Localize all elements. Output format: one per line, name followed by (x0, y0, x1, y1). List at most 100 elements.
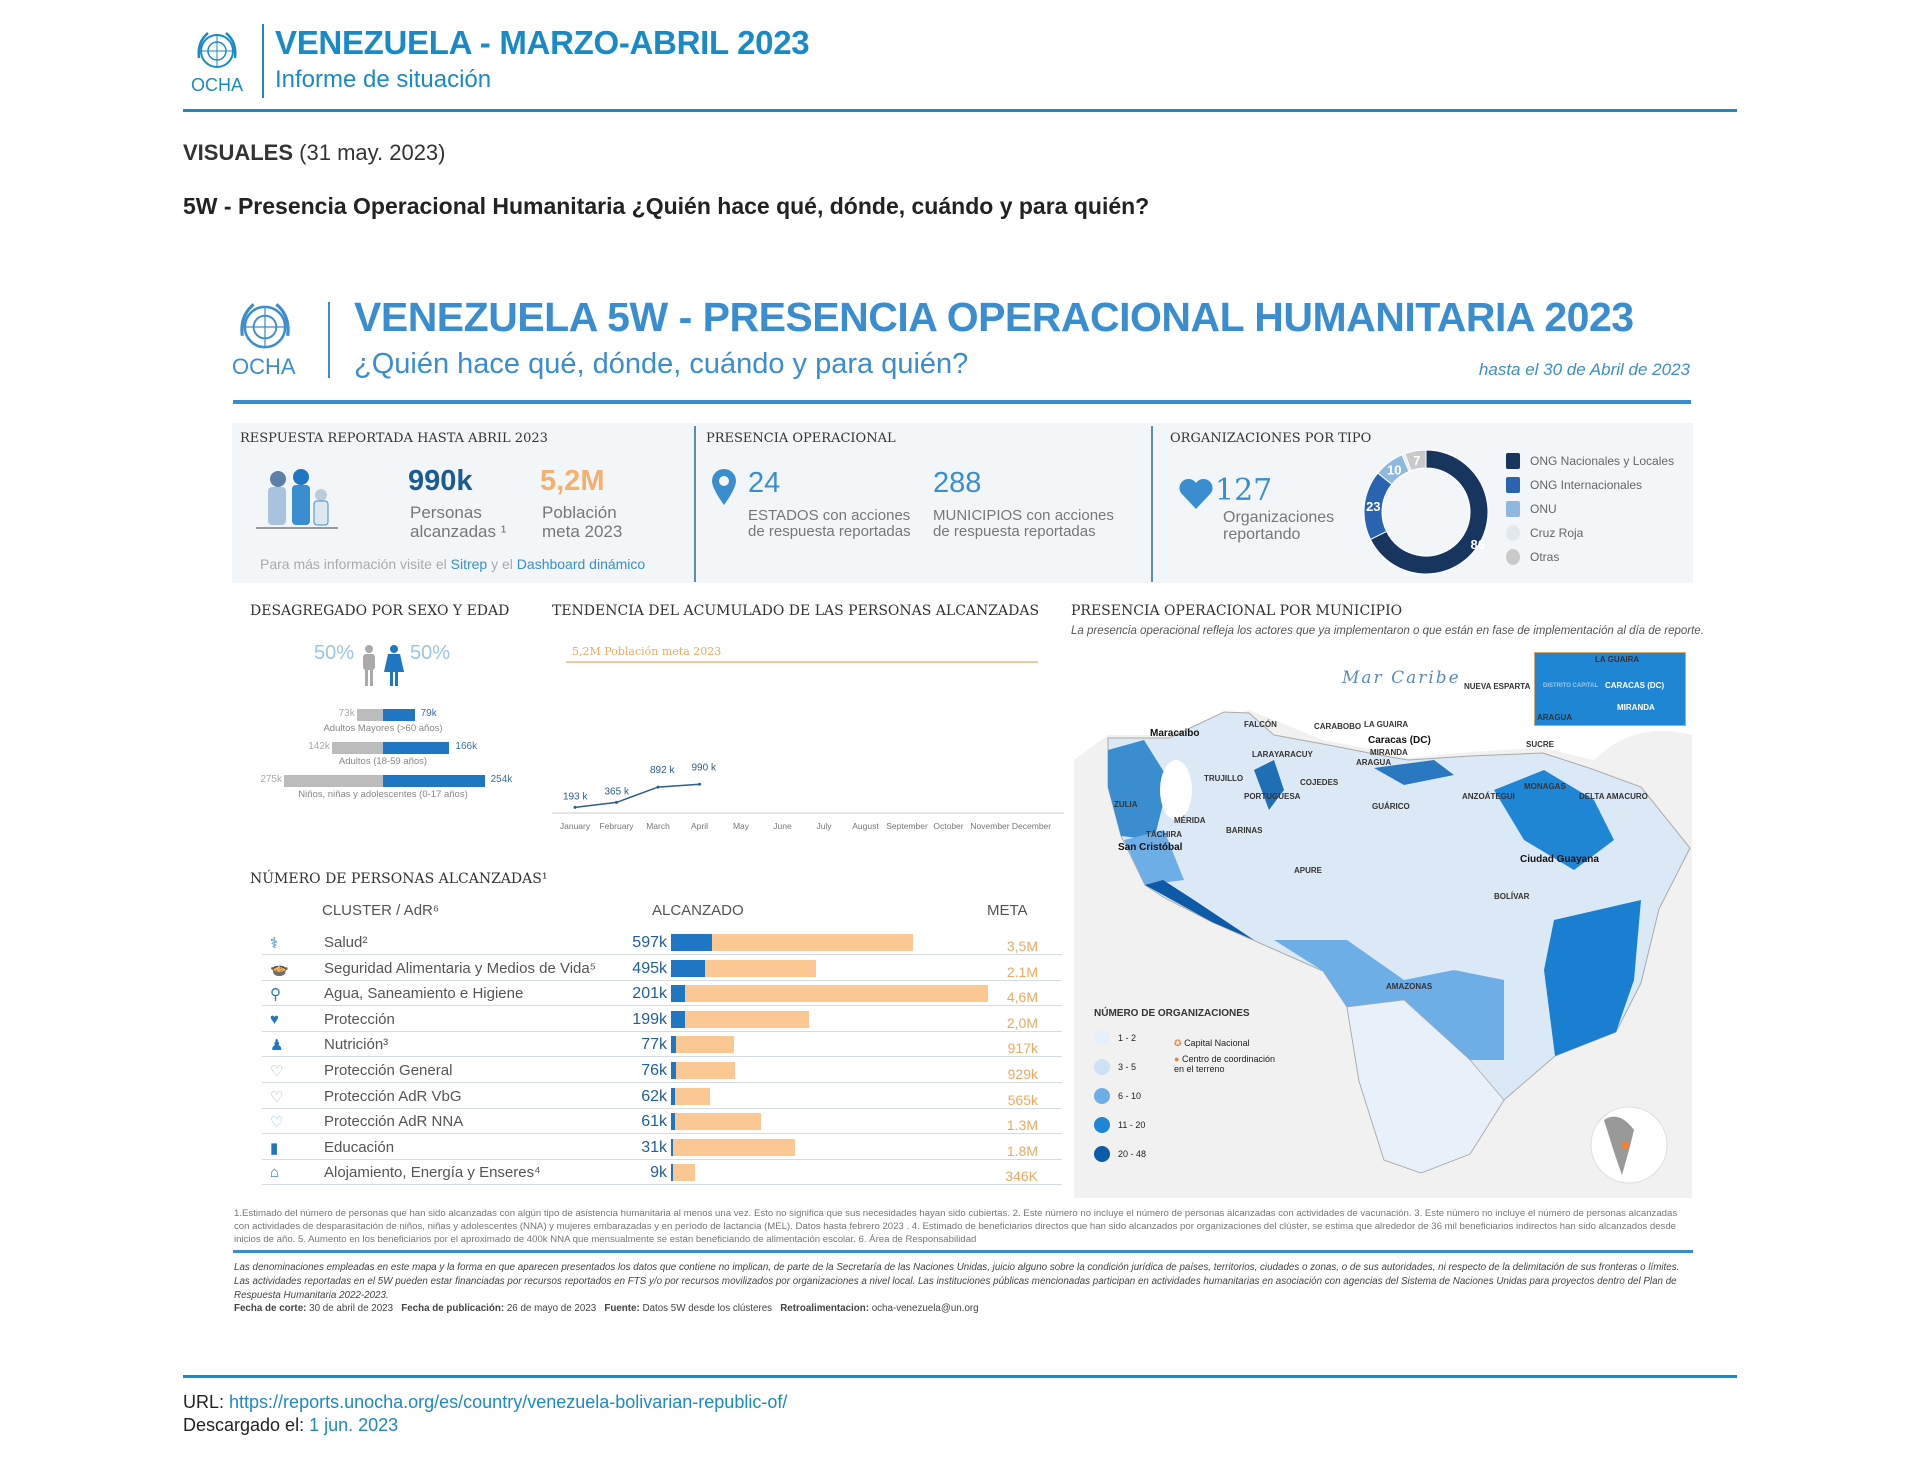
month-tick-label: July (816, 821, 832, 831)
meta-value: 917k (1007, 1040, 1038, 1057)
legend-swatch (1094, 1059, 1110, 1075)
female-value: 166k (455, 741, 478, 752)
trend-point (698, 782, 701, 786)
cluster-label: Agua, Saneamiento e Higiene (324, 985, 524, 1003)
municipios-label-1: MUNICIPIOS con acciones (933, 507, 1114, 524)
map-label-maracaibo: Maracaibo (1150, 728, 1200, 739)
trend-value-label: 365 k (605, 786, 630, 797)
meta-bar (671, 1164, 695, 1182)
meta-value: 1.3M (1006, 1117, 1038, 1134)
dashboard-link[interactable]: Dashboard dinámico (516, 556, 646, 572)
org-legend-label: Cruz Roja (1530, 526, 1584, 540)
map-label-falcon: FALCÓN (1244, 720, 1277, 729)
legend-label: 3 - 5 (1118, 1062, 1137, 1072)
reached-value: 76k (641, 1062, 667, 1079)
month-tick-label: November (970, 821, 1009, 831)
disclaimer: Las denominaciones empleadas en este map… (234, 1262, 1680, 1301)
reached-value: 9k (650, 1164, 667, 1182)
reached-bar (671, 1164, 673, 1182)
fuente: Datos 5W desde los clústeres (642, 1303, 773, 1314)
legend-swatch (1094, 1088, 1110, 1104)
male-bar (284, 775, 383, 787)
map-label-aragua: ARAGUA (1356, 758, 1392, 767)
month-tick-label: August (852, 821, 879, 831)
more-info-prefix: Para más información visite el (260, 556, 447, 572)
downloaded-label: Descargado el: (183, 1415, 305, 1435)
age-group-label: Adultos Mayores (>60 años) (323, 723, 443, 734)
footer-rule (183, 1375, 1737, 1378)
meta-bar (671, 1087, 710, 1105)
org-legend-label: ONG Internacionales (1530, 478, 1643, 492)
municipality-map[interactable]: Mar Caribe LA GUAIRA DISTRITO CAPITAL CA… (1074, 640, 1692, 1198)
retro-email[interactable]: ocha-venezuela@un.org (871, 1303, 979, 1314)
female-pct: 50% (410, 642, 451, 664)
reached-value: 31k (641, 1138, 667, 1156)
col-meta: META (987, 902, 1028, 919)
map-label-barinas: BARINAS (1226, 826, 1263, 835)
nutrition-icon: ♟ (270, 1037, 284, 1055)
centro-legend: ● Centro de coordinación en el terreno (1174, 1054, 1284, 1074)
water-tap-icon: ⚲ (270, 986, 281, 1004)
map-label-miranda: MIRANDA (1370, 748, 1408, 757)
target-label-2: meta 2023 (542, 522, 623, 541)
child-protection-icon: ♡ (270, 1114, 284, 1132)
trend-chart: 5,2M Población meta 2023 193 k 365 k 892 k 9… (552, 645, 1064, 831)
donut-label: 86 (1471, 537, 1485, 552)
inset-aragua: ARAGUA (1537, 713, 1573, 722)
map-label-sucre: SUCRE (1526, 740, 1555, 749)
header-rule (183, 109, 1737, 112)
trend-value-label: 892 k (650, 765, 675, 776)
presencia-title: PRESENCIA OPERACIONAL (706, 431, 896, 446)
section-heading: 5W - Presencia Operacional Humanitaria ¿… (183, 193, 1150, 219)
trend-point (573, 805, 577, 809)
reached-bar (671, 1113, 676, 1131)
capital-star-icon: ✪ (1174, 1038, 1182, 1048)
panel-divider (694, 426, 696, 582)
table-row: ♡ Protección General 76k 929k (262, 1058, 1062, 1083)
map-label-anzoategui: ANZOÁTEGUI (1462, 792, 1515, 801)
more-info: Para más información visite el Sitrep y … (260, 556, 645, 572)
map-label-lara: LARA (1252, 750, 1275, 759)
donut-label: 10 (1387, 463, 1401, 478)
municipios-label-2: de respuesta reportadas (933, 523, 1096, 540)
trend-point (656, 785, 660, 789)
publication-meta: Fecha de corte: 30 de abril de 2023 Fech… (234, 1303, 979, 1314)
male-value: 73k (338, 708, 355, 719)
map-label-monagas: MONAGAS (1524, 782, 1566, 791)
header-divider (262, 24, 264, 98)
cluster-label: Protección (324, 1010, 395, 1028)
reached-value: 597k (632, 934, 667, 951)
org-legend-item: ONU (1506, 497, 1674, 521)
org-total: 127 (1215, 473, 1273, 508)
reached-value: 62k (641, 1087, 667, 1105)
url-link[interactable]: https://reports.unocha.org/es/country/ve… (229, 1392, 788, 1412)
legend-label: 6 - 10 (1118, 1091, 1142, 1101)
month-tick-label: March (646, 821, 670, 831)
cluster-label: Alojamiento, Energía y Enseres⁴ (324, 1164, 541, 1182)
map-label-carabobo: CARABOBO (1314, 722, 1362, 731)
male-value: 142k (308, 741, 330, 752)
caracas-inset: LA GUAIRA DISTRITO CAPITAL CARACAS (DC) … (1534, 652, 1686, 726)
sea-label: Mar Caribe (1342, 668, 1461, 688)
map-label-caracas: Caracas (DC) (1368, 735, 1431, 746)
people-illustration-icon (256, 465, 338, 540)
org-legend-label: ONG Nacionales y Locales (1530, 454, 1675, 468)
meta-bar (671, 959, 816, 977)
table-row: 🍲 Seguridad Alimentaria y Medios de Vida⁵… (262, 956, 1062, 981)
meta-value: 3,5M (1006, 938, 1038, 954)
map-title: PRESENCIA OPERACIONAL POR MUNICIPIO (1071, 603, 1403, 619)
inset-la-guaira: LA GUAIRA (1595, 655, 1640, 664)
handshake-heart-icon (1179, 478, 1213, 514)
map-label-ciudad_guayana: Ciudad Guayana (1520, 854, 1599, 865)
respuesta-panel: RESPUESTA REPORTADA HASTA ABRIL 2023 990… (232, 423, 694, 583)
cluster-label: Protección AdR NNA (324, 1113, 464, 1131)
legend-swatch (1094, 1146, 1110, 1162)
map-label-san_cristobal: San Cristóbal (1118, 842, 1183, 853)
capital-legend: ✪ Capital Nacional (1174, 1038, 1250, 1049)
org-type-icon (1506, 501, 1520, 517)
table-row: ▮ Educación 31k 1.8M (262, 1135, 1062, 1160)
table-row: ⌂ Alojamiento, Energía y Enseres⁴ 9k 346K (262, 1160, 1062, 1186)
org-total-label-1: Organizaciones (1223, 509, 1335, 526)
sitrep-link[interactable]: Sitrep (450, 556, 488, 572)
month-tick-label: June (773, 821, 792, 831)
